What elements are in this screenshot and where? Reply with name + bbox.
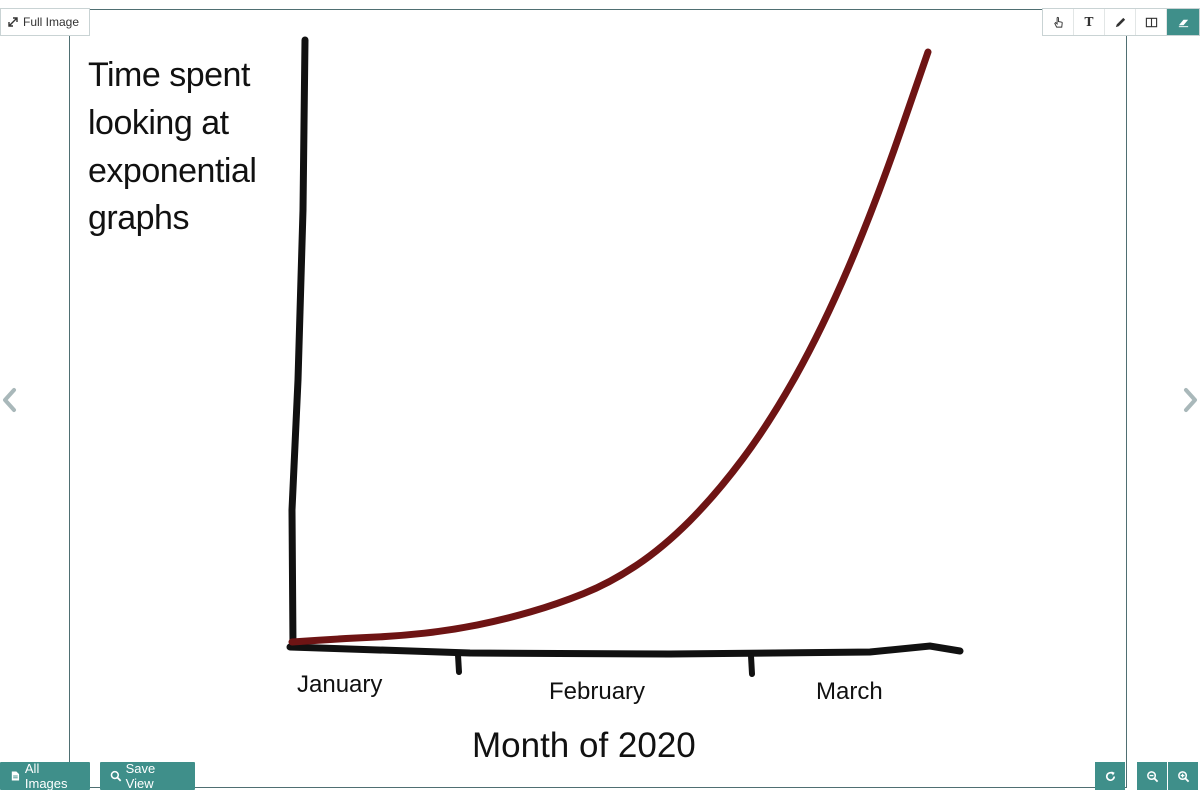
next-image-button[interactable] bbox=[1180, 386, 1200, 414]
all-images-label: All Images bbox=[24, 761, 68, 791]
save-view-button[interactable]: Save View bbox=[100, 761, 195, 791]
y-axis-label-line-4: graphs bbox=[88, 199, 189, 237]
chart-canvas bbox=[286, 36, 964, 677]
full-image-label: Full Image bbox=[23, 15, 80, 29]
split-view-button[interactable] bbox=[1136, 9, 1167, 35]
zoom-in-button[interactable] bbox=[1168, 762, 1198, 790]
x-tick-label-january: January bbox=[297, 671, 383, 698]
all-images-button[interactable]: All Images bbox=[0, 761, 90, 791]
annotation-toolbar: T bbox=[1042, 8, 1200, 36]
zoom-out-icon bbox=[1146, 770, 1158, 782]
x-axis-title: Month of 2020 bbox=[472, 726, 696, 765]
pencil-tool-button[interactable] bbox=[1105, 9, 1136, 35]
x-tick-label-march: March bbox=[816, 678, 883, 705]
previous-image-button[interactable] bbox=[0, 386, 20, 414]
x-tick-label-february: February bbox=[549, 678, 646, 705]
chevron-right-icon bbox=[1184, 388, 1197, 412]
document-icon bbox=[11, 771, 20, 781]
rotate-icon bbox=[1105, 770, 1115, 781]
pencil-icon bbox=[1115, 17, 1125, 27]
image-viewer-frame bbox=[69, 9, 1127, 788]
chart-axes bbox=[286, 36, 964, 677]
x-axis-tick-february bbox=[455, 652, 462, 675]
y-axis-label-line-3: exponential bbox=[88, 152, 257, 190]
zoom-in-icon bbox=[1177, 770, 1189, 782]
x-axis-line bbox=[286, 642, 964, 658]
eraser-icon bbox=[1178, 19, 1188, 27]
save-view-label: Save View bbox=[125, 761, 156, 791]
pointer-tool-button[interactable] bbox=[1043, 9, 1074, 35]
y-axis-label-line-2: looking at bbox=[88, 104, 229, 142]
rotate-button[interactable] bbox=[1095, 762, 1125, 790]
text-tool-icon: T bbox=[1084, 15, 1094, 29]
text-tool-button[interactable]: T bbox=[1074, 9, 1105, 35]
expand-arrows-icon bbox=[8, 17, 18, 27]
zoom-out-button[interactable] bbox=[1137, 762, 1167, 790]
eraser-tool-button[interactable] bbox=[1167, 9, 1199, 35]
chevron-left-icon bbox=[3, 388, 16, 412]
split-view-icon bbox=[1145, 17, 1157, 27]
series-line-0 bbox=[288, 48, 932, 646]
chart-series-layer bbox=[288, 48, 932, 646]
y-axis-label-line-1: Time spent bbox=[88, 56, 250, 94]
x-axis-tick-march bbox=[748, 653, 755, 677]
y-axis-line bbox=[288, 36, 309, 650]
full-image-button[interactable]: Full Image bbox=[0, 8, 90, 36]
search-icon bbox=[110, 770, 122, 782]
pointer-hand-icon bbox=[1053, 16, 1063, 28]
